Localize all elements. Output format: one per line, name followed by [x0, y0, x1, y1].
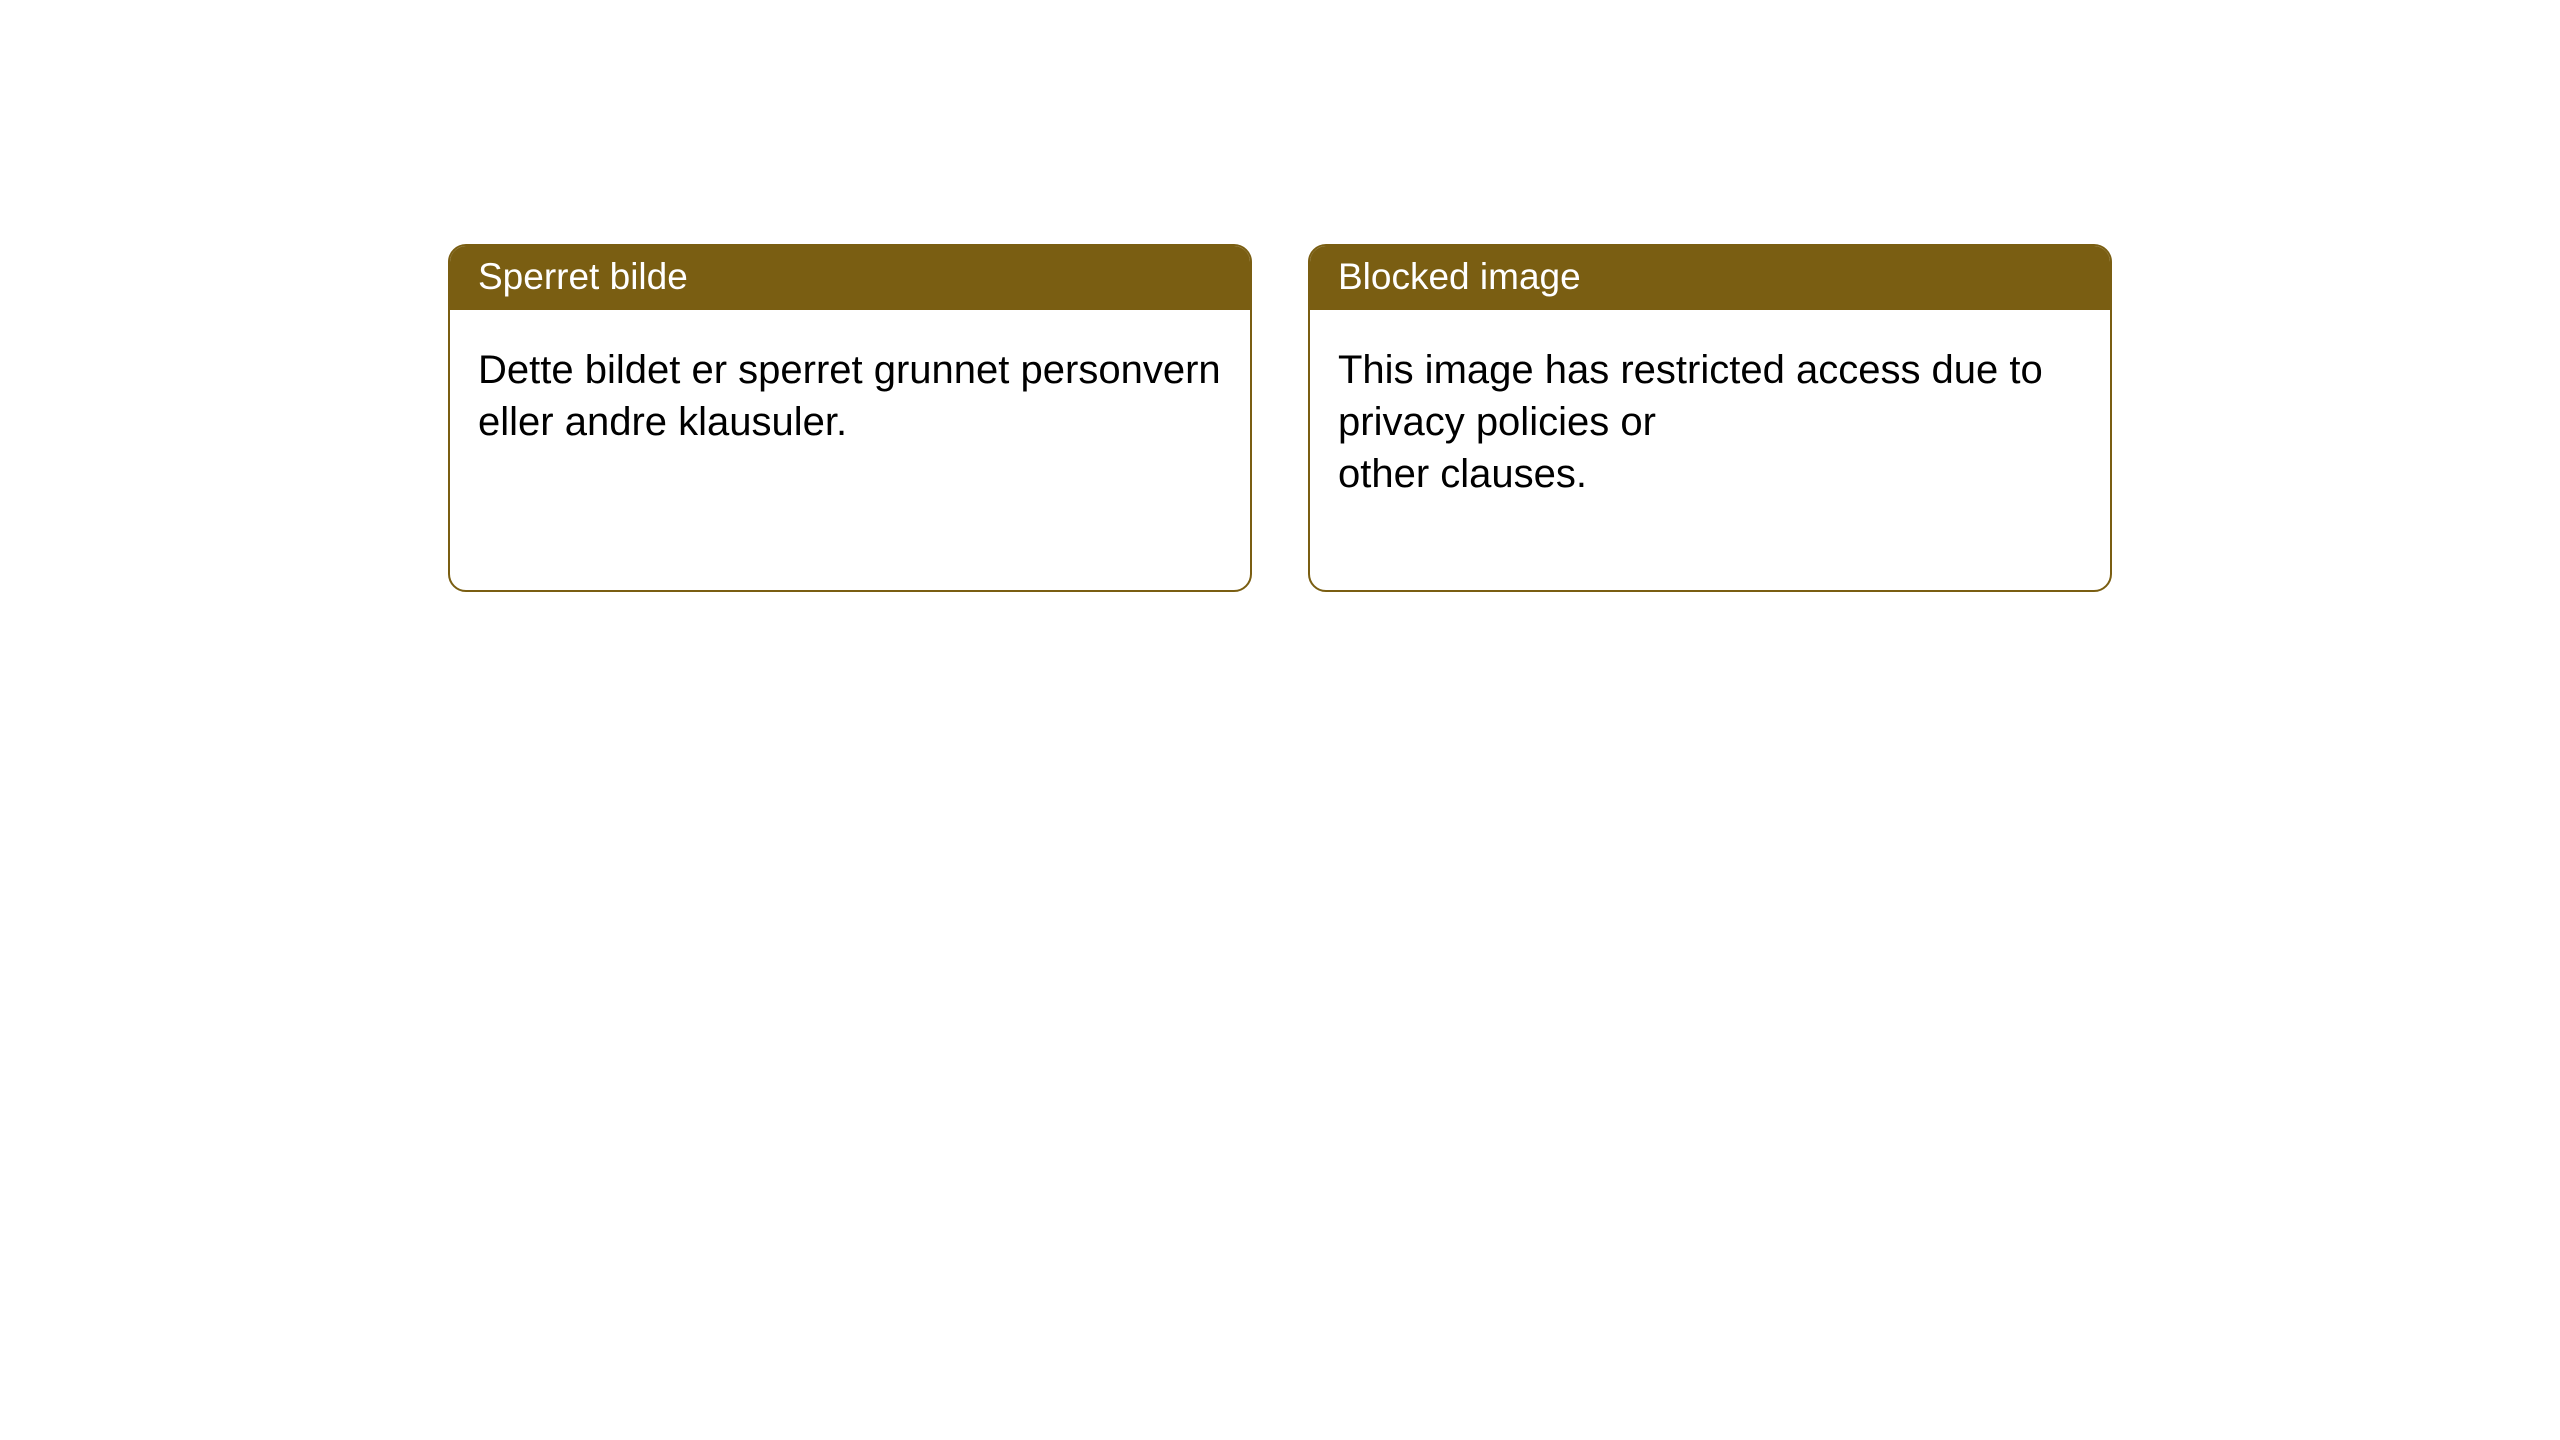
notice-header-norwegian: Sperret bilde	[450, 246, 1250, 310]
notice-card-norwegian: Sperret bilde Dette bildet er sperret gr…	[448, 244, 1252, 592]
notice-card-english: Blocked image This image has restricted …	[1308, 244, 2112, 592]
notice-body-norwegian: Dette bildet er sperret grunnet personve…	[450, 310, 1250, 538]
notice-container: Sperret bilde Dette bildet er sperret gr…	[0, 0, 2560, 592]
notice-header-english: Blocked image	[1310, 246, 2110, 310]
notice-body-english: This image has restricted access due to …	[1310, 310, 2110, 590]
